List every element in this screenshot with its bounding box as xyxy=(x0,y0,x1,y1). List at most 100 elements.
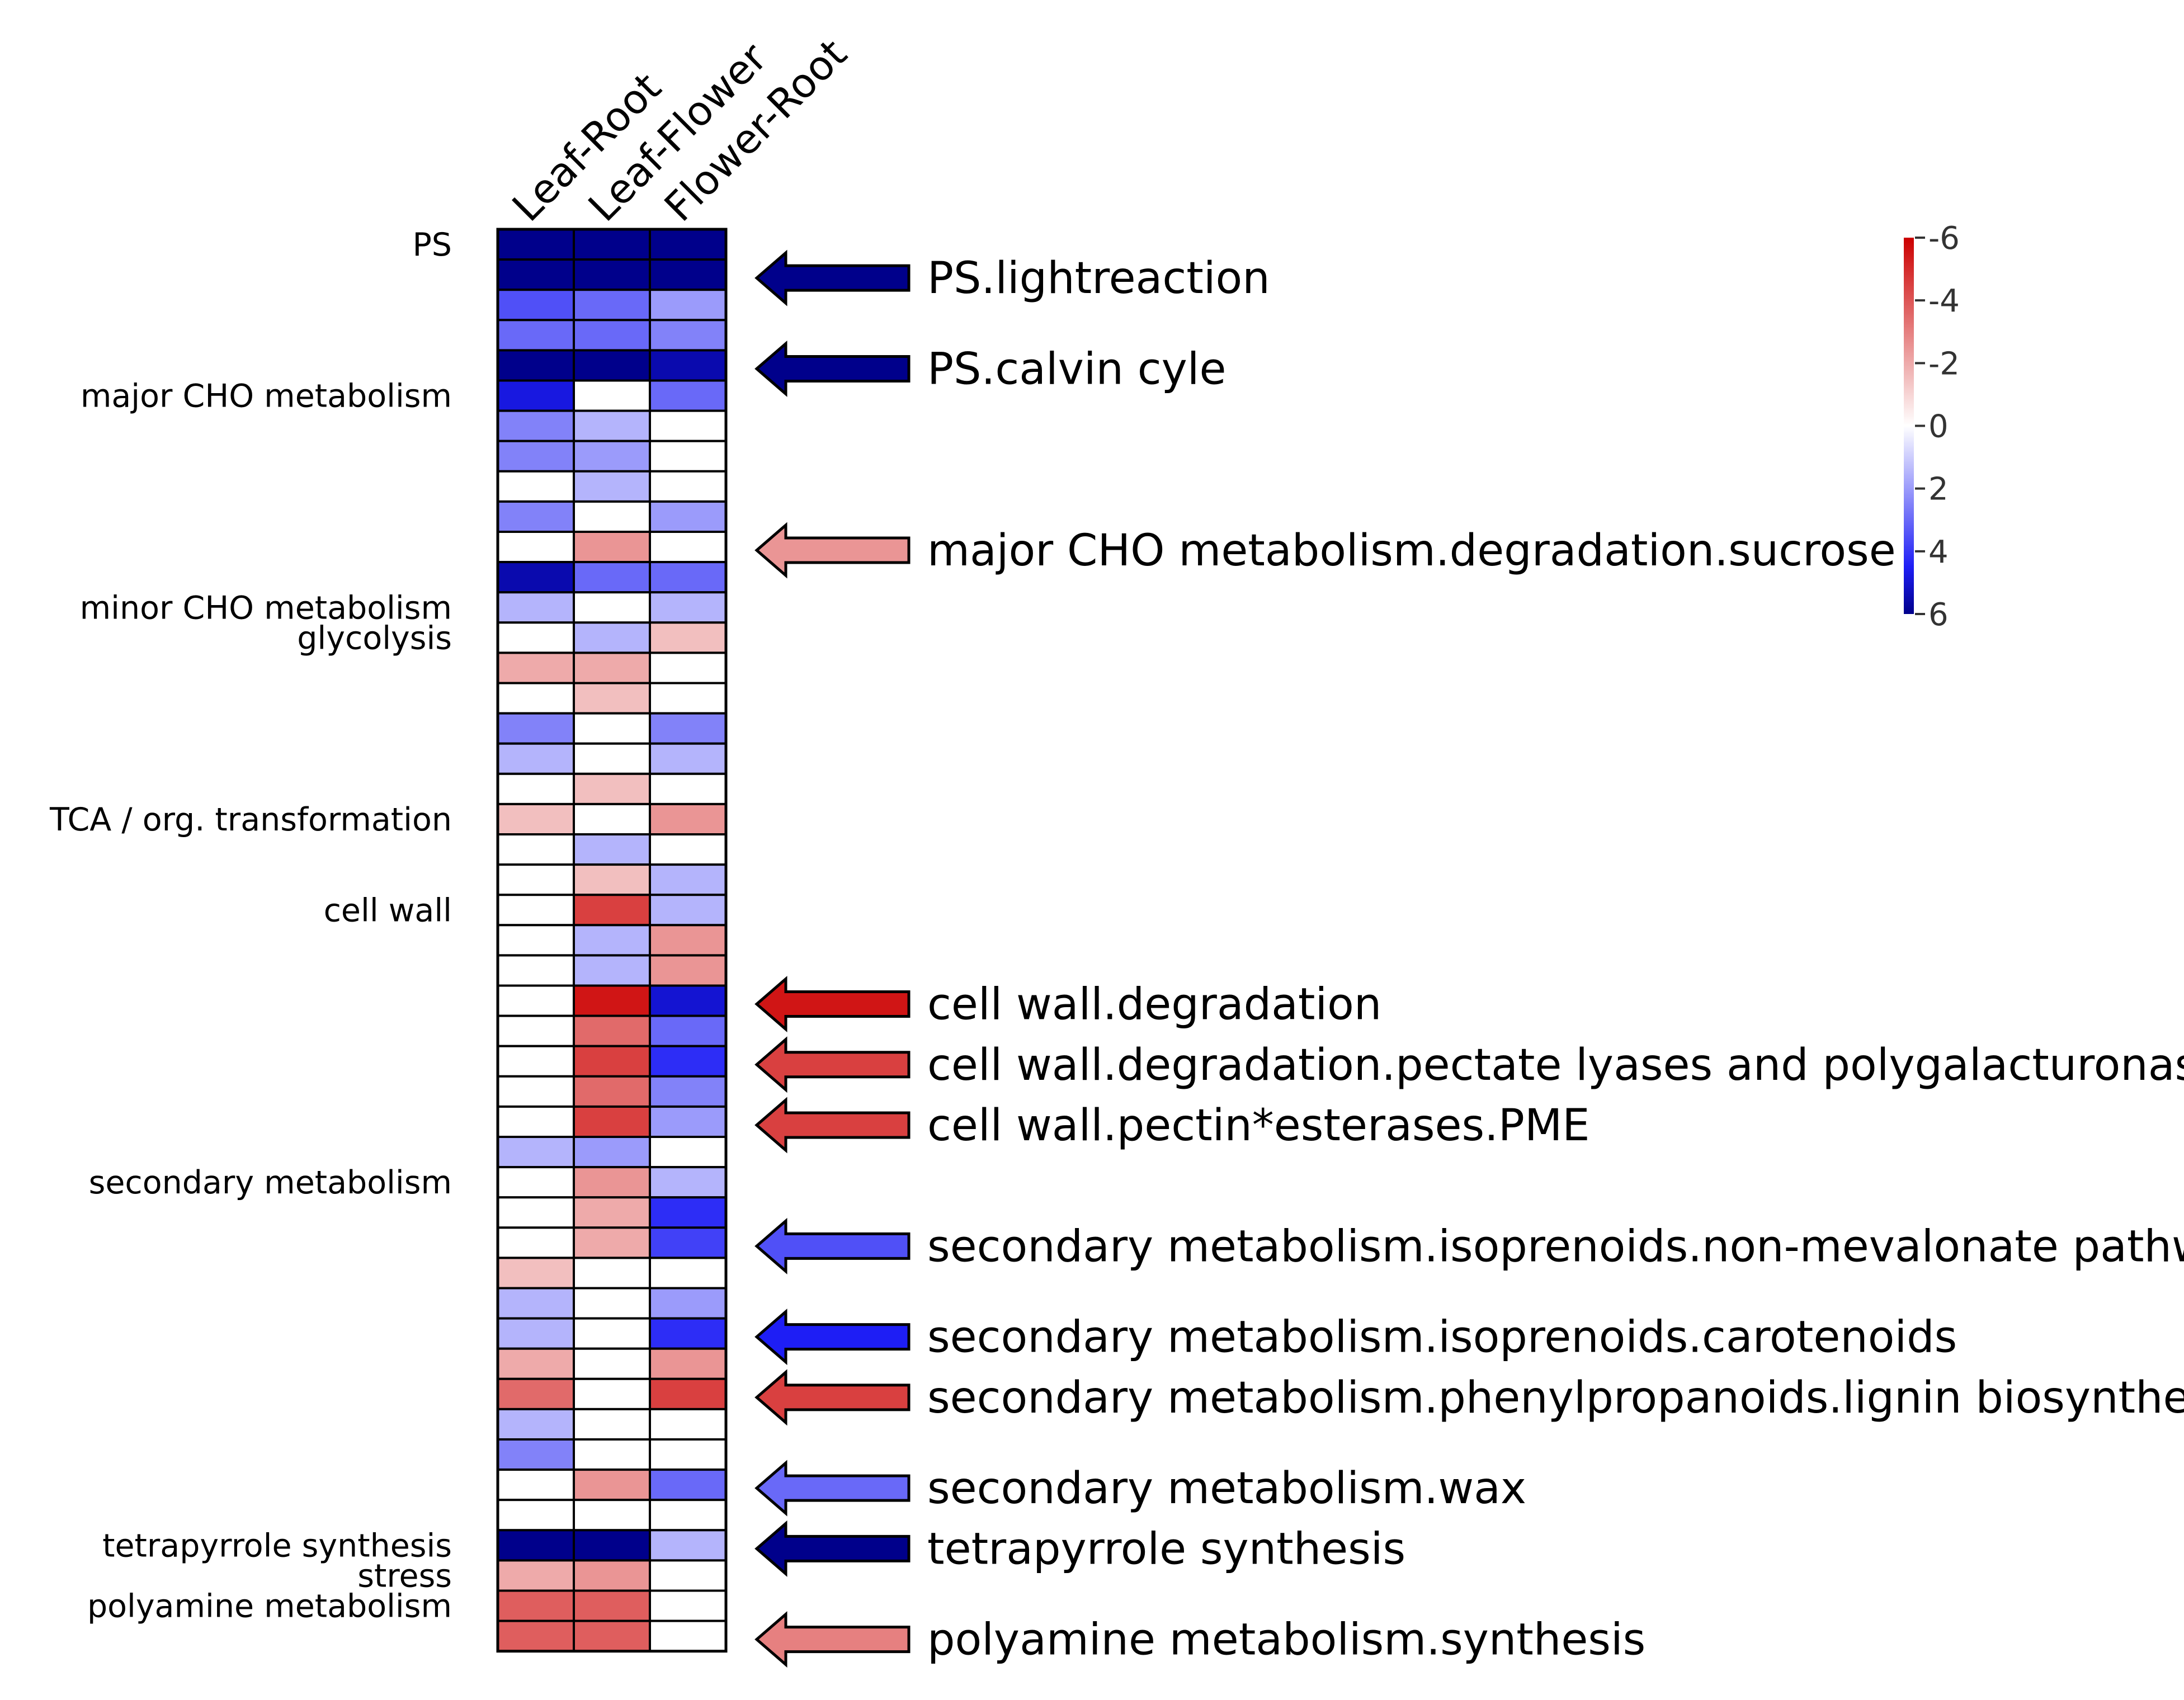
heatmap-cell xyxy=(497,561,575,594)
heatmap-cell xyxy=(649,742,727,775)
colorbar-tick-label: 0 xyxy=(1928,409,1949,445)
annotation-label: major CHO metabolism.degradation.sucrose xyxy=(927,526,1896,576)
heatmap-cell xyxy=(497,1317,575,1350)
heatmap-cell xyxy=(573,409,651,442)
heatmap-cell xyxy=(497,1196,575,1229)
heatmap-cell xyxy=(573,1075,651,1108)
heatmap-cell xyxy=(497,349,575,382)
heatmap-cell xyxy=(497,1226,575,1259)
heatmap-cell xyxy=(497,258,575,291)
row-group-label: glycolysis xyxy=(297,620,452,657)
heatmap-cell xyxy=(573,651,651,684)
heatmap-cell xyxy=(649,258,727,291)
heatmap-cell xyxy=(649,591,727,624)
colorbar-tick-label: -4 xyxy=(1928,283,1960,319)
heatmap-cell xyxy=(497,1166,575,1199)
heatmap-cell xyxy=(497,1287,575,1320)
heatmap-cell xyxy=(497,772,575,805)
heatmap-cell xyxy=(649,379,727,412)
heatmap-cell xyxy=(649,651,727,684)
heatmap-cell xyxy=(497,1529,575,1562)
heatmap-cell xyxy=(497,1559,575,1592)
row-group-label: polyamine metabolism xyxy=(87,1588,452,1625)
heatmap-cell xyxy=(649,1045,727,1078)
heatmap-cell xyxy=(573,984,651,1017)
heatmap-cell xyxy=(573,1045,651,1078)
heatmap-cell xyxy=(649,682,727,715)
colorbar-gradient xyxy=(1904,238,1914,614)
heatmap-cell xyxy=(649,1226,727,1259)
heatmap-cell xyxy=(497,1499,575,1532)
heatmap-cell xyxy=(497,863,575,896)
heatmap-cell xyxy=(573,379,651,412)
annotation-label: cell wall.degradation.pectate lyases and… xyxy=(927,1040,2184,1090)
heatmap-cell xyxy=(573,1377,651,1410)
heatmap-cell xyxy=(573,1468,651,1501)
heatmap-cell xyxy=(497,894,575,927)
heatmap-cell xyxy=(573,500,651,533)
heatmap-cell xyxy=(649,1619,727,1652)
colorbar-tick-label: -2 xyxy=(1928,346,1960,382)
heatmap-cell xyxy=(649,833,727,866)
annotation-arrow xyxy=(754,1460,911,1517)
heatmap-cell xyxy=(573,954,651,987)
heatmap-cell xyxy=(497,440,575,473)
annotation-arrow xyxy=(754,1369,911,1426)
heatmap-cell xyxy=(497,742,575,775)
annotation-label: secondary metabolism.wax xyxy=(927,1463,1526,1514)
heatmap-cell xyxy=(649,1075,727,1108)
heatmap-cell xyxy=(497,1408,575,1441)
heatmap-cell xyxy=(649,1136,727,1169)
heatmap-cell xyxy=(573,1317,651,1350)
row-group-label: tetrapyrrole synthesis xyxy=(102,1527,452,1564)
heatmap-cell xyxy=(649,621,727,654)
annotation-label: cell wall.degradation xyxy=(927,980,1381,1030)
heatmap-cell xyxy=(649,561,727,594)
heatmap-cell xyxy=(649,954,727,987)
heatmap-cell xyxy=(649,1166,727,1199)
heatmap-cell xyxy=(649,531,727,564)
heatmap-cell xyxy=(573,1226,651,1259)
row-group-label: TCA / org. transformation xyxy=(49,801,452,838)
annotation-arrows: PS.lightreaction PS.calvin cyle major CHO … xyxy=(754,249,2184,1668)
heatmap-cell xyxy=(649,1377,727,1410)
annotation-arrow xyxy=(754,1520,911,1577)
heatmap-cell xyxy=(497,1105,575,1139)
heatmap-cell xyxy=(497,1136,575,1169)
heatmap-cell xyxy=(573,591,651,624)
heatmap-cell xyxy=(573,1287,651,1320)
heatmap-cell xyxy=(649,319,727,352)
heatmap-cell xyxy=(649,863,727,896)
heatmap-cell xyxy=(497,1347,575,1380)
annotation-arrow xyxy=(754,249,911,306)
heatmap-cell xyxy=(649,1014,727,1047)
heatmap-cell xyxy=(497,319,575,352)
heatmap-cell xyxy=(573,924,651,957)
row-group-label: minor CHO metabolism xyxy=(80,589,452,626)
heatmap-cell xyxy=(649,349,727,382)
heatmap-cell xyxy=(649,500,727,533)
row-group-label: cell wall xyxy=(324,892,452,929)
heatmap-cell xyxy=(573,1499,651,1532)
heatmap-cell xyxy=(497,1589,575,1622)
heatmap-cell xyxy=(573,742,651,775)
heatmap-cell xyxy=(497,712,575,745)
heatmap-cell xyxy=(573,1529,651,1562)
heatmap-cell xyxy=(649,1559,727,1592)
heatmap-cell xyxy=(573,258,651,291)
heatmap-cell xyxy=(649,1468,727,1501)
heatmap-cell xyxy=(649,1438,727,1471)
colorbar-tick-label: 4 xyxy=(1928,534,1949,570)
heatmap-cell xyxy=(497,289,575,322)
heatmap-cell xyxy=(497,682,575,715)
heatmap-cell xyxy=(573,349,651,382)
heatmap-cell xyxy=(497,1438,575,1471)
heatmap-cell xyxy=(497,500,575,533)
heatmap-cell xyxy=(573,772,651,805)
annotation-label: polyamine metabolism.synthesis xyxy=(927,1615,1645,1665)
annotation-label: PS.calvin cyle xyxy=(927,344,1226,394)
heatmap-cell xyxy=(497,228,575,261)
heatmap-cell xyxy=(649,289,727,322)
heatmap-cell xyxy=(497,984,575,1017)
heatmap-cell xyxy=(649,409,727,442)
